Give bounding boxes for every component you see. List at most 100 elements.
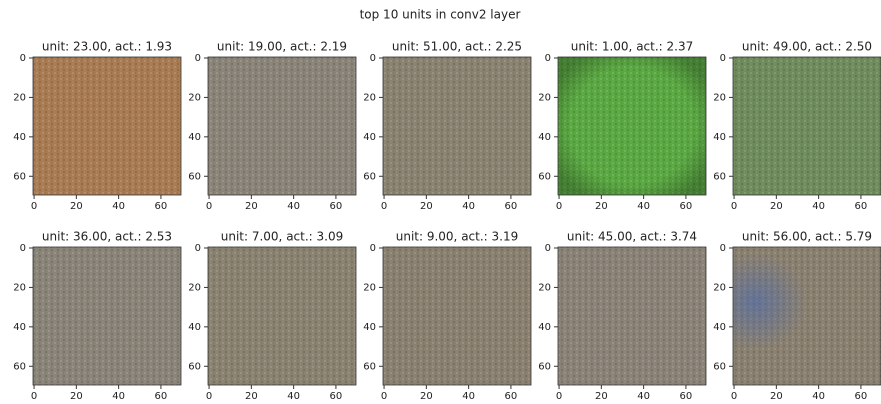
y-tick-label: 60 [538,361,551,372]
image-texture [33,57,181,195]
image-texture [733,57,881,195]
y-tick-label: 20 [363,92,376,103]
x-tick-label: 60 [155,391,168,402]
x-tick-label: 0 [381,391,387,402]
x-tick-label: 40 [287,391,300,402]
x-tick-label: 60 [330,201,343,212]
x-tick-label: 40 [112,201,125,212]
x-tick-label: 20 [245,391,258,402]
x-tick-label: 20 [595,201,608,212]
y-tick-label: 40 [713,132,726,143]
subplot-title: unit: 56.00, act.: 5.79 [742,230,872,244]
y-tick-label: 60 [713,361,726,372]
y-tick-label: 60 [188,361,201,372]
y-tick-label: 0 [20,243,26,254]
subplot-title: unit: 45.00, act.: 3.74 [567,230,697,244]
y-tick-label: 60 [363,361,376,372]
x-tick-label: 60 [855,201,868,212]
x-tick-label: 0 [731,391,737,402]
figure: top 10 units in conv2 layer unit: 23.00,… [0,0,881,404]
y-tick-label: 0 [370,53,376,64]
y-tick-label: 60 [538,171,551,182]
x-tick-label: 40 [812,201,825,212]
y-tick-label: 20 [13,92,26,103]
x-tick-label: 0 [206,201,212,212]
x-tick-label: 0 [556,391,562,402]
subplot-title: unit: 19.00, act.: 2.19 [217,40,347,54]
y-tick-label: 40 [188,322,201,333]
y-tick-label: 40 [363,322,376,333]
y-tick-label: 0 [20,53,26,64]
x-tick-label: 40 [462,391,475,402]
x-tick-label: 0 [31,201,37,212]
image-texture [383,57,531,195]
x-tick-label: 20 [595,391,608,402]
x-tick-label: 20 [70,391,83,402]
x-tick-label: 20 [245,201,258,212]
x-tick-label: 60 [155,201,168,212]
y-tick-label: 20 [188,282,201,293]
y-tick-label: 40 [538,322,551,333]
x-tick-label: 60 [680,391,693,402]
y-tick-label: 40 [13,322,26,333]
y-tick-label: 40 [713,322,726,333]
x-tick-label: 0 [31,391,37,402]
x-tick-label: 40 [462,201,475,212]
subplot-title: unit: 7.00, act.: 3.09 [221,230,344,244]
subplot-title: unit: 9.00, act.: 3.19 [396,230,519,244]
image-texture [208,57,356,195]
y-tick-label: 0 [545,53,551,64]
x-tick-label: 0 [731,201,737,212]
y-tick-label: 20 [538,92,551,103]
y-tick-label: 40 [188,132,201,143]
x-tick-label: 0 [206,391,212,402]
figure-title: top 10 units in conv2 layer [360,8,521,22]
y-tick-label: 0 [195,243,201,254]
x-tick-label: 40 [812,391,825,402]
x-tick-label: 40 [637,201,650,212]
x-tick-label: 20 [770,201,783,212]
subplot-title: unit: 51.00, act.: 2.25 [392,40,522,54]
image-texture [383,247,531,385]
y-tick-label: 60 [13,171,26,182]
y-tick-label: 20 [538,282,551,293]
y-tick-label: 60 [13,361,26,372]
x-tick-label: 0 [556,201,562,212]
x-tick-label: 20 [70,201,83,212]
x-tick-label: 0 [381,201,387,212]
x-tick-label: 20 [770,391,783,402]
y-tick-label: 40 [363,132,376,143]
y-tick-label: 20 [13,282,26,293]
y-tick-label: 0 [545,243,551,254]
y-tick-label: 40 [13,132,26,143]
x-tick-label: 60 [855,391,868,402]
image-texture [558,247,706,385]
y-tick-label: 0 [195,53,201,64]
x-tick-label: 20 [420,201,433,212]
y-tick-label: 0 [720,53,726,64]
y-tick-label: 20 [713,92,726,103]
image-texture [33,247,181,385]
y-tick-label: 60 [363,171,376,182]
image-blob [733,247,881,385]
x-tick-label: 60 [505,201,518,212]
subplot-title: unit: 1.00, act.: 2.37 [571,40,694,54]
y-tick-label: 0 [720,243,726,254]
x-tick-label: 20 [420,391,433,402]
y-tick-label: 0 [370,243,376,254]
x-tick-label: 60 [330,391,343,402]
subplot-title: unit: 23.00, act.: 1.93 [42,40,172,54]
image-texture [208,247,356,385]
y-tick-label: 60 [188,171,201,182]
subplot-title: unit: 36.00, act.: 2.53 [42,230,172,244]
x-tick-label: 60 [680,201,693,212]
image-vignette [558,57,706,195]
x-tick-label: 40 [287,201,300,212]
y-tick-label: 40 [538,132,551,143]
x-tick-label: 60 [505,391,518,402]
x-tick-label: 40 [112,391,125,402]
y-tick-label: 60 [713,171,726,182]
y-tick-label: 20 [713,282,726,293]
y-tick-label: 20 [188,92,201,103]
x-tick-label: 40 [637,391,650,402]
